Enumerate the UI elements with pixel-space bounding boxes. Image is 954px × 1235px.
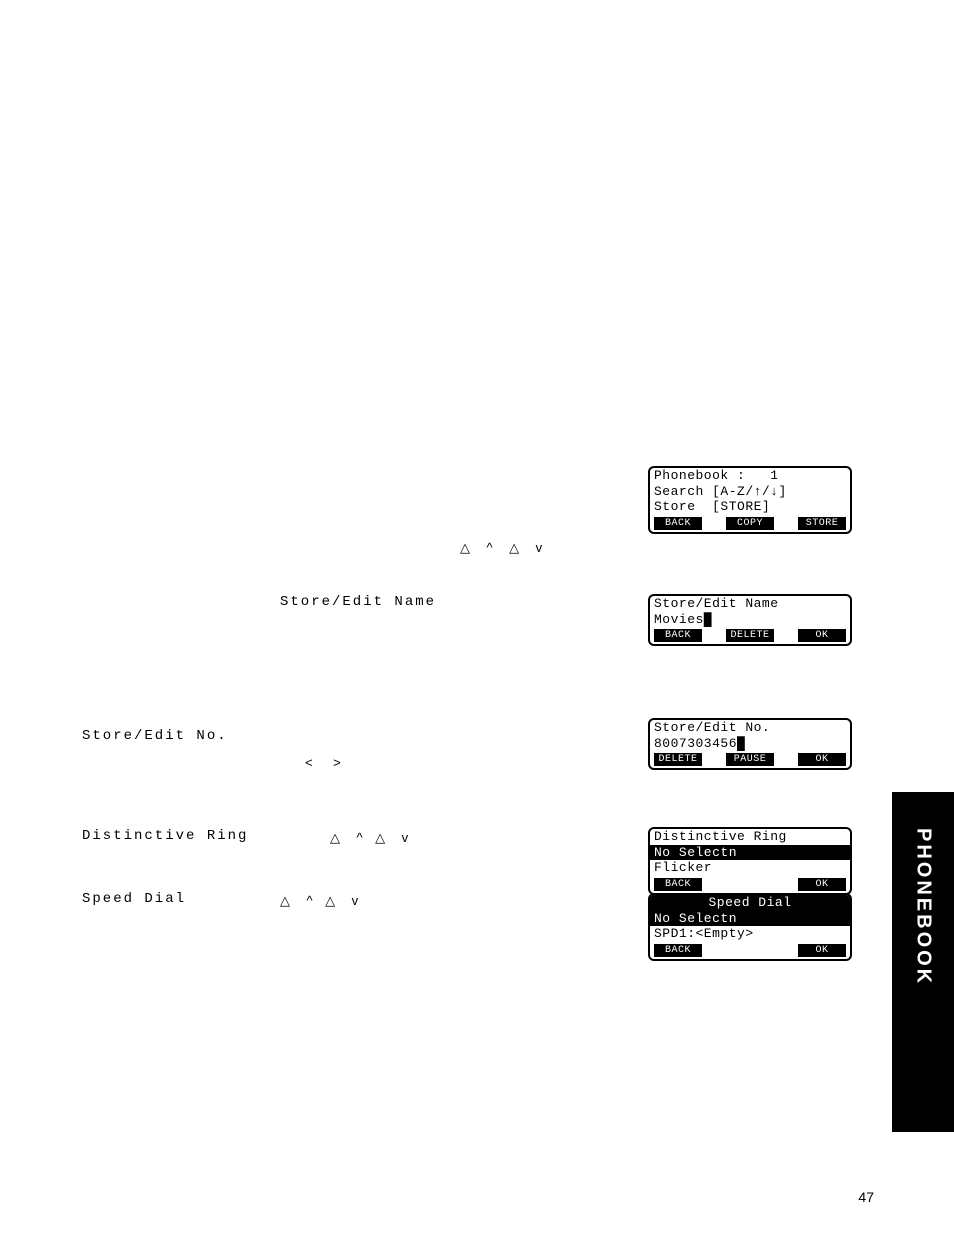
caret-up-icon: ^	[487, 539, 493, 557]
softkey-store[interactable]: STORE	[798, 517, 846, 530]
lcd-softkey-row: DELETE PAUSE OK	[650, 751, 850, 768]
lcd-line: Store/Edit No.	[650, 720, 850, 736]
lcd-line: 8007303456█	[650, 736, 850, 752]
lcd-line-selected: No Selectn	[650, 845, 850, 861]
lcd-softkey-row: BACK DELETE OK	[650, 627, 850, 644]
softkey-ok[interactable]: OK	[798, 753, 846, 766]
lcd-store-edit-no: Store/Edit No. 8007303456█ DELETE PAUSE …	[648, 718, 852, 770]
bell-icon: △	[509, 539, 519, 557]
caret-up-icon: ^	[307, 892, 313, 910]
nav-glyph-row-4: △ ^ △ v	[280, 891, 358, 912]
caret-down-icon: v	[352, 892, 359, 910]
bell-icon: △	[280, 892, 290, 910]
softkey-delete[interactable]: DELETE	[654, 753, 702, 766]
lcd-line: Store/Edit Name	[650, 596, 850, 612]
lcd-store-edit-name: Store/Edit Name Movies█ BACK DELETE OK	[648, 594, 852, 646]
lcd-phonebook: Phonebook : 1 Search [A-Z/↑/↓] Store [ST…	[648, 466, 852, 534]
lcd-line: Distinctive Ring	[650, 829, 850, 845]
label-speed-dial: Speed Dial	[82, 891, 186, 907]
caret-up-icon: ^	[357, 829, 363, 847]
lcd-line: Phonebook : 1	[650, 468, 850, 484]
lcd-line: Store [STORE]	[650, 499, 850, 515]
lcd-line-title: Speed Dial	[650, 895, 850, 911]
lcd-line: Movies█	[650, 612, 850, 628]
lcd-softkey-row: BACK . OK	[650, 876, 850, 893]
bell-icon: △	[460, 539, 470, 557]
nav-glyph-row-3: △ ^ △ v	[330, 828, 408, 849]
lcd-softkey-row: BACK . OK	[650, 942, 850, 959]
softkey-pause[interactable]: PAUSE	[726, 753, 774, 766]
lcd-line: SPD1:<Empty>	[650, 926, 850, 942]
page-number: 47	[858, 1189, 874, 1205]
softkey-ok[interactable]: OK	[798, 878, 846, 891]
nav-glyph-lr: < >	[305, 753, 341, 774]
caret-down-icon: v	[536, 539, 543, 557]
label-store-edit-name: Store/Edit Name	[280, 594, 436, 610]
softkey-ok[interactable]: OK	[798, 629, 846, 642]
lcd-line-selected: No Selectn	[650, 911, 850, 927]
lcd-softkey-row: BACK COPY STORE	[650, 515, 850, 532]
bell-icon: △	[330, 829, 340, 847]
softkey-delete[interactable]: DELETE	[726, 629, 774, 642]
lcd-distinctive-ring: Distinctive Ring No Selectn Flicker BACK…	[648, 827, 852, 895]
label-distinctive-ring: Distinctive Ring	[82, 828, 248, 844]
lcd-speed-dial: Speed Dial No Selectn SPD1:<Empty> BACK …	[648, 893, 852, 961]
side-tab-phonebook: PHONEBOOK	[892, 792, 954, 1132]
caret-left-icon: <	[305, 754, 313, 772]
softkey-back[interactable]: BACK	[654, 517, 702, 530]
softkey-ok[interactable]: OK	[798, 944, 846, 957]
softkey-copy[interactable]: COPY	[726, 517, 774, 530]
bell-icon: △	[325, 892, 335, 910]
lcd-line: Flicker	[650, 860, 850, 876]
lcd-line: Search [A-Z/↑/↓]	[650, 484, 850, 500]
label-store-edit-no: Store/Edit No.	[82, 728, 228, 744]
softkey-back[interactable]: BACK	[654, 629, 702, 642]
nav-glyph-row-1: △ ^ △ v	[460, 538, 542, 559]
bell-icon: △	[375, 829, 385, 847]
caret-down-icon: v	[402, 829, 409, 847]
softkey-back[interactable]: BACK	[654, 878, 702, 891]
caret-right-icon: >	[333, 754, 341, 772]
softkey-back[interactable]: BACK	[654, 944, 702, 957]
